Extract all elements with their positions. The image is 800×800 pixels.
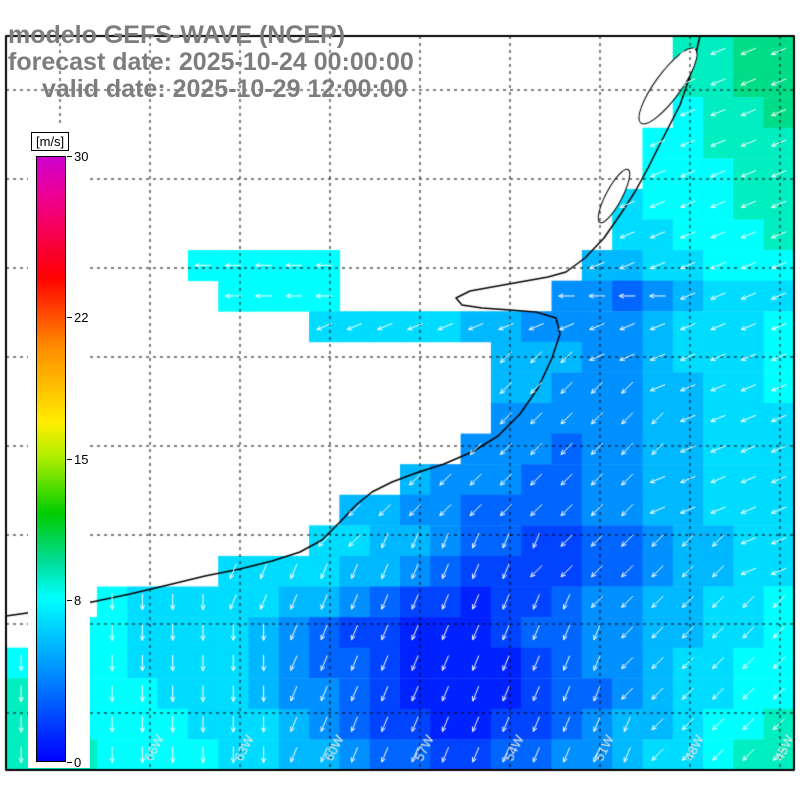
tick-mark [67, 761, 72, 763]
tick-mark [67, 599, 72, 601]
tick-mark [67, 458, 72, 460]
colorbar-tick-15: 15 [67, 451, 88, 467]
colorbar-tick-30: 30 [67, 148, 88, 164]
colorbar-tick-0: 0 [67, 754, 81, 770]
tick-mark [67, 155, 72, 157]
colorbar-tick-8: 8 [67, 592, 81, 608]
colorbar-tick-22: 22 [67, 310, 88, 326]
tick-mark [67, 317, 72, 319]
colorbar: [m/s] 30 22 15 8 0 [28, 126, 90, 770]
colorbar-unit-label: [m/s] [31, 132, 70, 151]
colorbar-bar-wrap: 30 22 15 8 0 [36, 149, 88, 770]
colorbar-gradient [36, 156, 66, 762]
